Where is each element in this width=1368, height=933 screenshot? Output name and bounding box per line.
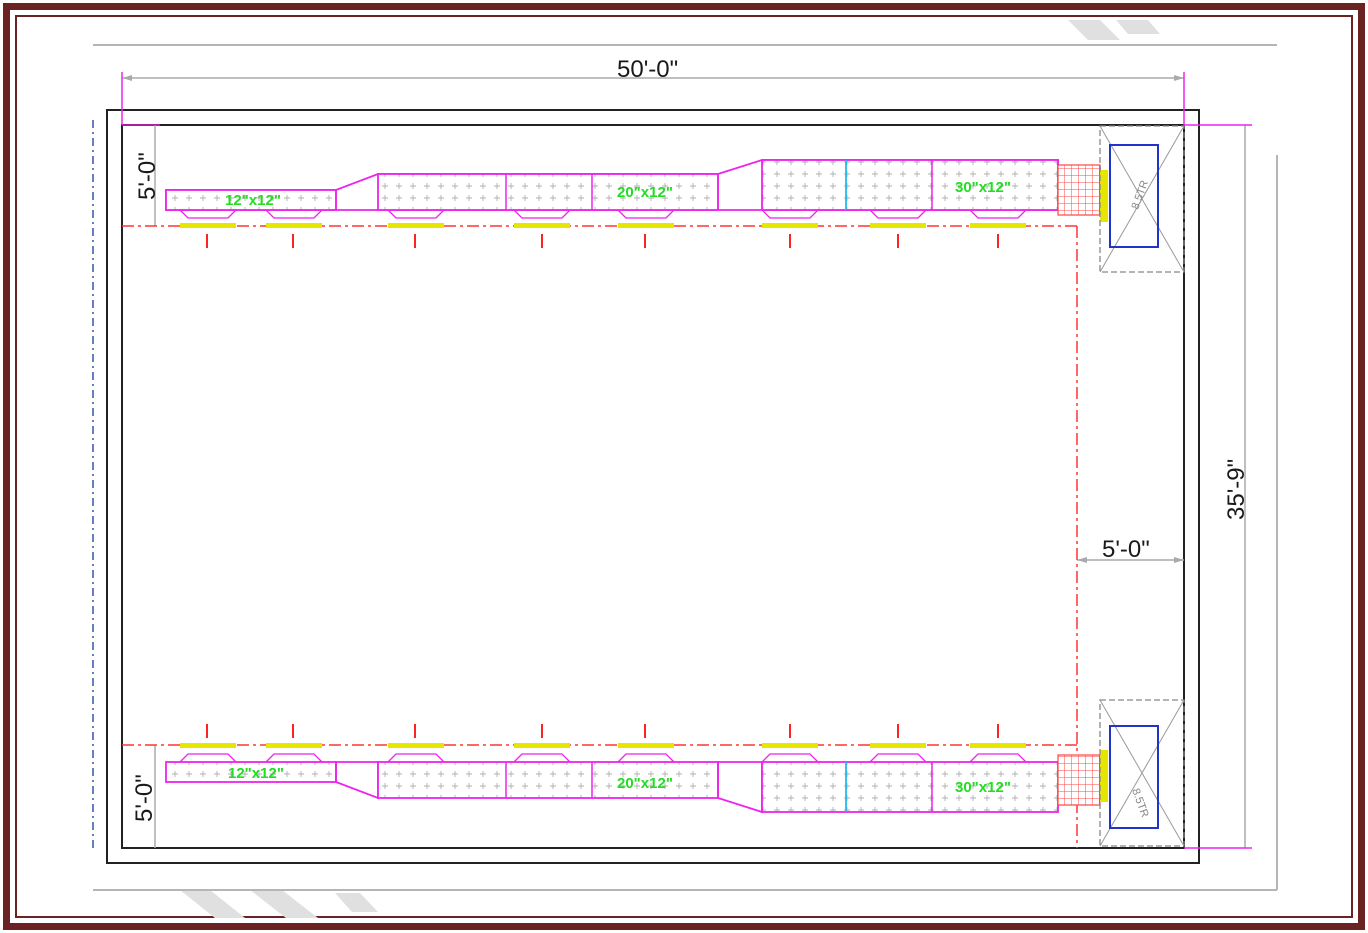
bottom-offset-label: 5'-0" (131, 774, 158, 822)
bottom-duct-section-3 (761, 761, 1059, 813)
top-offset-label: 5'-0" (134, 152, 161, 200)
width-dimension-label: 50'-0" (617, 56, 678, 83)
width-dimension (121, 72, 1185, 125)
inner-border-frame (15, 15, 1353, 918)
zone-boundary (122, 225, 1078, 848)
drawing-guides (93, 44, 1278, 891)
top-ahu-unit (1099, 125, 1185, 273)
top-diffusers (179, 209, 1027, 248)
top-ahu-box (1109, 144, 1159, 248)
bottom-duct-label-1: 12"x12" (228, 765, 284, 782)
outer-border-frame (3, 3, 1365, 930)
outer-wall (106, 109, 1200, 864)
height-dimension (1184, 124, 1252, 849)
top-filter-grille (1057, 164, 1101, 216)
top-duct-run (165, 159, 1108, 222)
bottom-ahu-unit (1099, 699, 1185, 847)
bottom-duct-run (165, 750, 1108, 814)
top-duct-section-3 (761, 159, 1059, 211)
bottom-filter-grille (1057, 754, 1101, 806)
top-offset-dimension (122, 124, 160, 226)
bottom-ahu-label: 8.5TR (1129, 787, 1151, 819)
bottom-diffusers (179, 724, 1027, 763)
top-duct-label-1: 12"x12" (225, 192, 281, 209)
right-offset-dimension (1077, 557, 1184, 563)
top-duct-label-3: 30"x12" (955, 179, 1011, 196)
bottom-duct-label-2: 20"x12" (617, 775, 673, 792)
height-dimension-label: 35'-9" (1223, 459, 1250, 520)
bottom-duct-label-3: 30"x12" (955, 779, 1011, 796)
watermark-stripes (180, 20, 1160, 918)
inner-wall (121, 124, 1185, 849)
right-offset-label: 5'-0" (1102, 536, 1150, 563)
bottom-ahu-box (1109, 725, 1159, 829)
top-duct-label-2: 20"x12" (617, 184, 673, 201)
